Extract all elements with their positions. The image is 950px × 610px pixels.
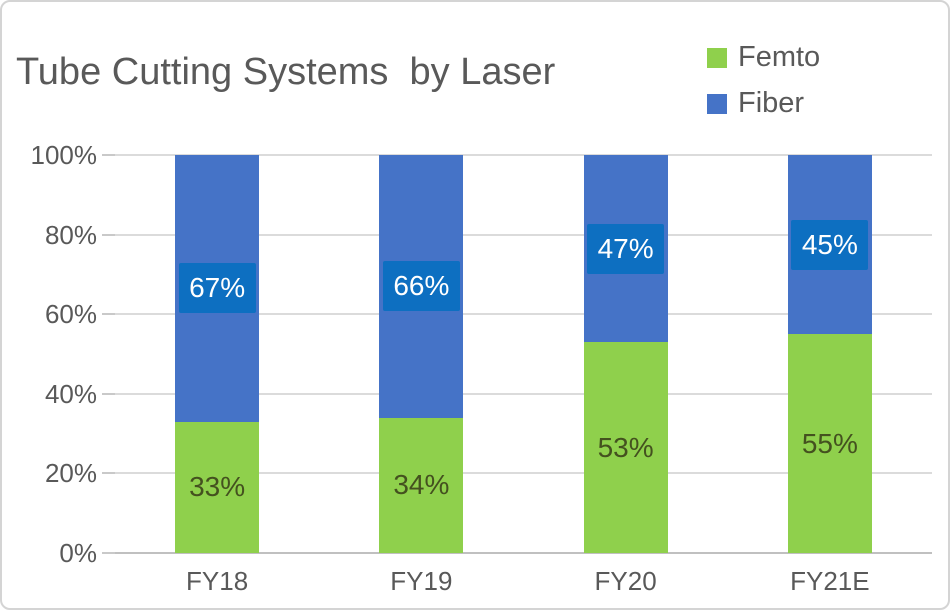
y-tick-mark-20 [102,472,115,475]
gridline-40 [115,392,932,395]
fiber-segment: 47% [583,155,668,343]
chart-title: Tube Cutting Systems by Laser [16,51,556,93]
legend-label-fiber: Fiber [738,87,805,119]
legend: Femto Fiber [707,43,820,118]
fiber-data-label: 66% [393,270,450,302]
legend-item-femto: Femto [707,43,820,72]
femto-segment: 55% [787,334,872,553]
gridline-100 [115,154,932,156]
femto-segment: 53% [583,342,668,553]
y-tick-label-80: 80% [44,219,97,250]
bar-group-fy20: 53% 47% [524,155,728,553]
fiber-data-label-box: 67% [178,263,256,314]
y-tick-mark-40 [102,392,115,395]
fiber-data-label: 47% [597,232,654,264]
legend-swatch-femto-icon [707,47,727,68]
gridline-60 [115,313,932,316]
y-tick-label-60: 60% [44,299,97,330]
fiber-data-label-box: 66% [382,261,460,312]
bars: 33% 67% 34% 66% 53% 47% 55% 45% [115,155,932,553]
y-tick-label-40: 40% [44,378,97,409]
y-tick-mark-0 [102,552,115,554]
gridline-80 [115,233,932,236]
stacked-bar-fy20: 53% 47% [583,155,668,553]
legend-swatch-fiber-icon [707,93,727,114]
stacked-bar-fy18: 33% 67% [175,155,260,553]
y-tick-label-20: 20% [44,458,97,489]
y-tick-label-100: 100% [30,140,98,170]
bar-group-fy19: 34% 66% [319,155,523,553]
femto-data-label: 33% [189,471,246,503]
femto-segment: 34% [379,417,464,553]
femto-segment: 33% [175,421,260,553]
fiber-data-label: 45% [801,228,858,260]
x-tick-label-fy20: FY20 [594,566,657,596]
bar-group-fy18: 33% 67% [115,155,319,553]
femto-data-label: 53% [597,431,654,463]
fiber-data-label-box: 45% [791,219,869,270]
stacked-bar-fy21e: 55% 45% [787,155,872,553]
fiber-segment: 45% [787,155,872,335]
fiber-data-label-box: 47% [587,223,665,274]
y-tick-label-0: 0% [59,538,97,568]
fiber-segment: 66% [379,155,464,418]
x-tick-label-fy18: FY18 [186,566,249,596]
stacked-bar-fy19: 34% 66% [379,155,464,553]
legend-label-femto: Femto [738,41,821,73]
plot-area: 33% 67% 34% 66% 53% 47% 55% 45% [115,154,932,554]
fiber-segment: 67% [175,155,260,422]
x-tick-label-fy19: FY19 [390,566,453,596]
gridline-20 [115,472,932,475]
legend-item-fiber: Fiber [707,89,820,118]
y-tick-mark-60 [102,313,115,316]
femto-data-label: 34% [393,469,450,501]
x-axis: FY18 FY19 FY20 FY21E [115,567,932,596]
bar-group-fy21e: 55% 45% [728,155,932,553]
y-tick-mark-80 [102,233,115,236]
femto-data-label: 55% [801,427,858,459]
gridline-0 [115,552,932,554]
x-tick-label-fy21e: FY21E [790,566,870,596]
fiber-data-label: 67% [189,272,246,304]
y-tick-mark-100 [102,154,115,156]
y-axis: 0% 20% 40% 60% 80% 100% [2,142,115,566]
